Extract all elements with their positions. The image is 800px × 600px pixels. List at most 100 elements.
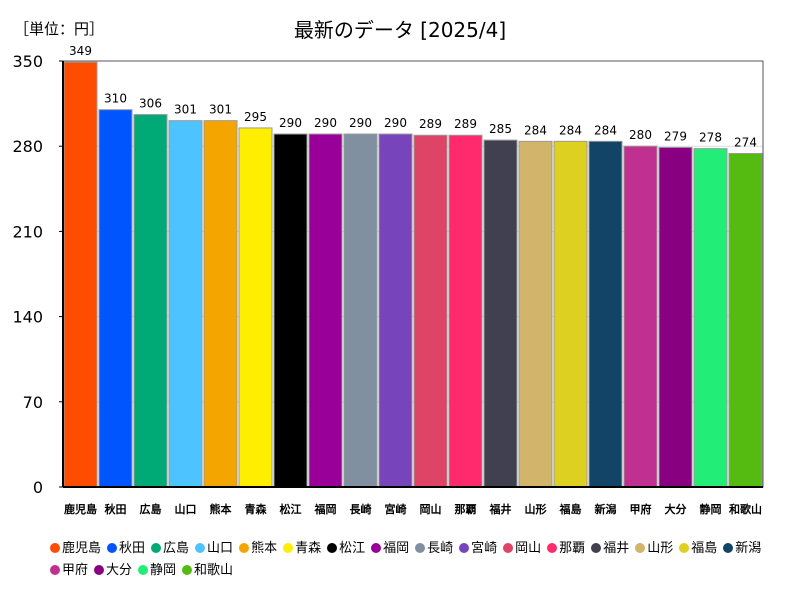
x-tick-label: 広島	[140, 502, 162, 516]
bar	[658, 146, 693, 488]
bar	[203, 120, 238, 488]
legend-label: 青森	[295, 541, 322, 556]
bar	[728, 153, 763, 488]
legend-label: 福井	[603, 541, 630, 556]
x-tick-label: 岡山	[420, 502, 442, 516]
x-tick-label: 秋田	[105, 502, 127, 516]
data-label: 284	[524, 123, 547, 137]
data-label: 301	[209, 103, 232, 117]
unit-label: ［単位：円］	[14, 20, 105, 38]
legend-item: 甲府	[50, 560, 88, 582]
x-tick-label: 山形	[525, 502, 547, 516]
legend-swatch	[591, 543, 602, 553]
legend-label: 山口	[207, 541, 234, 556]
legend-label: 広島	[163, 541, 190, 556]
data-label: 289	[419, 117, 442, 131]
bar	[693, 148, 728, 488]
legend-swatch	[679, 543, 690, 553]
y-tick-label: 140	[12, 308, 43, 327]
data-label: 289	[454, 117, 477, 131]
bar	[623, 145, 658, 488]
x-tick-label: 大分	[665, 502, 687, 516]
legend-swatch	[50, 565, 60, 575]
x-tick-label: 新潟	[595, 502, 617, 516]
legend-swatch	[371, 543, 382, 553]
legend-item: 大分	[94, 560, 132, 582]
legend-item: 福井	[591, 538, 629, 560]
y-tick-label: 210	[12, 222, 43, 241]
x-tick-label: 松江	[280, 502, 302, 516]
legend-label: 那覇	[559, 541, 586, 556]
legend-swatch	[138, 565, 149, 575]
legend-swatch	[283, 543, 294, 553]
bar	[133, 114, 168, 488]
legend-item: 和歌山	[182, 560, 233, 582]
legend-label: 和歌山	[194, 563, 234, 578]
legend-item: 青森	[283, 538, 321, 560]
legend-item: 松江	[327, 538, 365, 560]
chart-legend: 鹿児島 秋田 広島 山口 熊本 青森 松江 福岡 長崎 宮崎 岡山 那覇 福井 山形 福島 新潟甲府 大分 静岡 和…	[50, 538, 770, 582]
bar	[413, 134, 448, 488]
x-tick-label: 青森	[245, 502, 268, 516]
legend-swatch	[459, 543, 470, 553]
x-tick-label: 宮崎	[385, 502, 407, 516]
bar	[588, 140, 623, 488]
x-tick-label: 和歌山	[729, 502, 762, 516]
x-tick-label: 長崎	[350, 502, 372, 516]
bar	[63, 61, 98, 488]
data-label: 295	[244, 110, 267, 124]
legend-swatch	[239, 543, 250, 553]
data-label: 280	[629, 128, 652, 142]
bar	[448, 134, 483, 488]
legend-label: 岡山	[515, 541, 542, 556]
legend-swatch	[107, 543, 118, 553]
data-label: 310	[104, 92, 127, 106]
data-label: 290	[279, 116, 302, 130]
legend-item: 鹿児島	[50, 538, 101, 560]
legend-label: 山形	[647, 541, 674, 556]
bar	[518, 140, 553, 488]
data-label: 278	[699, 131, 722, 145]
bar	[483, 139, 518, 488]
bar	[308, 133, 343, 488]
bar	[98, 109, 133, 488]
y-tick-label: 280	[12, 137, 43, 156]
legend-item: 山形	[635, 538, 673, 560]
legend-label: 熊本	[251, 541, 278, 556]
data-label: 290	[314, 116, 337, 130]
legend-item: 秋田	[107, 538, 145, 560]
data-label: 301	[174, 103, 197, 117]
legend-item: 山口	[195, 538, 233, 560]
legend-swatch	[50, 543, 60, 553]
bar	[168, 120, 203, 488]
x-tick-label: 鹿児島	[64, 502, 97, 516]
data-label: 285	[489, 122, 512, 136]
x-tick-label: 静岡	[700, 502, 722, 516]
legend-swatch	[195, 543, 206, 553]
data-label: 349	[69, 44, 92, 58]
legend-swatch	[723, 543, 734, 553]
legend-swatch	[503, 543, 514, 553]
x-tick-label: 甲府	[630, 502, 652, 516]
data-label: 284	[594, 123, 617, 137]
x-tick-label: 福岡	[314, 502, 337, 516]
y-tick-label: 0	[33, 478, 43, 497]
plot-area	[63, 61, 763, 487]
data-label: 274	[734, 136, 757, 150]
x-tick-label: 福島	[559, 502, 582, 516]
legend-label: 甲府	[62, 563, 89, 578]
legend-item: 那覇	[547, 538, 585, 560]
legend-label: 鹿児島	[62, 541, 102, 556]
legend-item: 新潟	[723, 538, 761, 560]
legend-item: 広島	[151, 538, 189, 560]
x-tick-label: 山口	[175, 502, 197, 516]
legend-swatch	[151, 543, 162, 553]
data-label: 306	[139, 97, 162, 111]
legend-swatch	[415, 543, 426, 553]
legend-item: 宮崎	[459, 538, 497, 560]
bar	[273, 133, 308, 488]
bar	[553, 140, 588, 488]
x-tick-label: 福井	[489, 502, 512, 516]
chart-title: 最新のデータ [2025/4]	[293, 18, 507, 42]
